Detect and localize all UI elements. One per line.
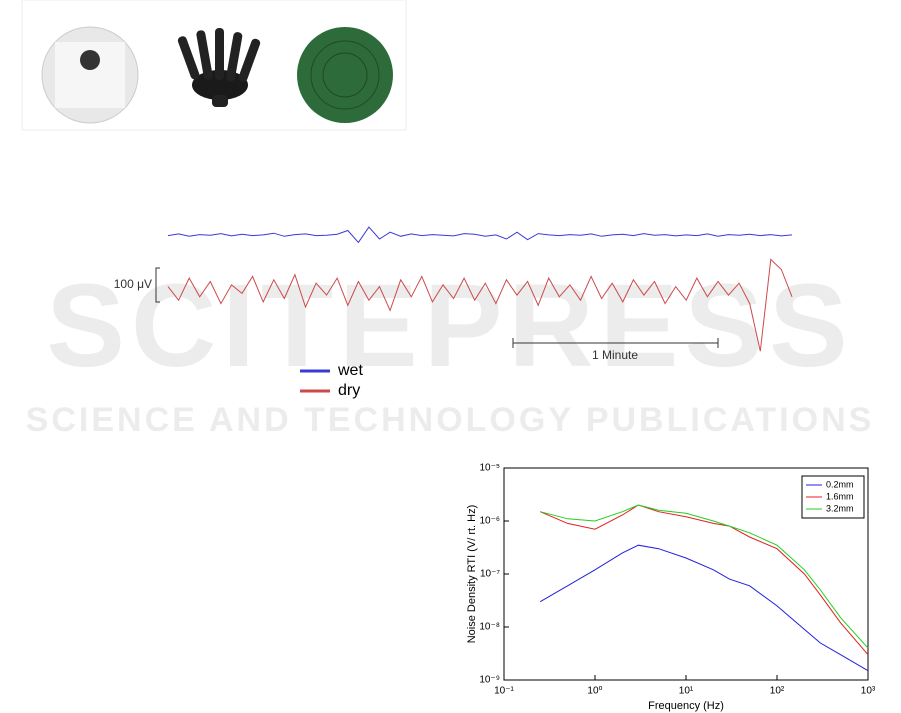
dry-electrode-pins <box>177 28 261 107</box>
y-tick-label: 10⁻⁷ <box>480 569 500 580</box>
electrode-photos <box>21 0 407 131</box>
watermark-subtitle: SCIENCE AND TECHNOLOGY PUBLICATIONS <box>26 401 875 439</box>
time-bar-label: 1 Minute <box>592 348 638 362</box>
legend-label: 1.6mm <box>826 491 854 501</box>
scale-bar-label: 100 μV <box>114 277 152 291</box>
series-line <box>539 544 869 672</box>
x-tick-label: 10⁻¹ <box>494 686 514 697</box>
y-tick-label: 10⁻⁹ <box>479 675 500 686</box>
x-tick-label: 10² <box>770 686 785 697</box>
watermark-title: SCITEPRESS <box>46 260 854 392</box>
series-line <box>540 504 869 656</box>
y-tick-label: 10⁻⁸ <box>479 622 500 633</box>
wet-electrode-snap <box>80 50 100 70</box>
series-line <box>167 258 793 352</box>
x-tick-label: 10⁰ <box>587 686 602 697</box>
y-axis-label: Noise Density RTI (V/ rt. Hz) <box>466 505 478 644</box>
capacitive-ring <box>322 52 368 98</box>
x-tick-label: 10¹ <box>679 686 694 697</box>
legend-label: 3.2mm <box>826 503 854 513</box>
legend-label: dry <box>338 382 360 399</box>
series-line <box>540 504 869 649</box>
y-tick-label: 10⁻⁵ <box>479 463 500 474</box>
x-tick-label: 10³ <box>861 686 876 697</box>
capacitive-ring <box>310 40 380 110</box>
series-line <box>167 226 793 244</box>
legend-label: 0.2mm <box>826 479 854 489</box>
photo-frame <box>21 0 407 131</box>
legend-label: wet <box>337 362 363 379</box>
y-tick-label: 10⁻⁶ <box>479 516 500 527</box>
x-axis-label: Frequency (Hz) <box>648 700 724 712</box>
trace-panel: 1 Minute <box>512 338 719 362</box>
scale-bar <box>155 267 160 303</box>
